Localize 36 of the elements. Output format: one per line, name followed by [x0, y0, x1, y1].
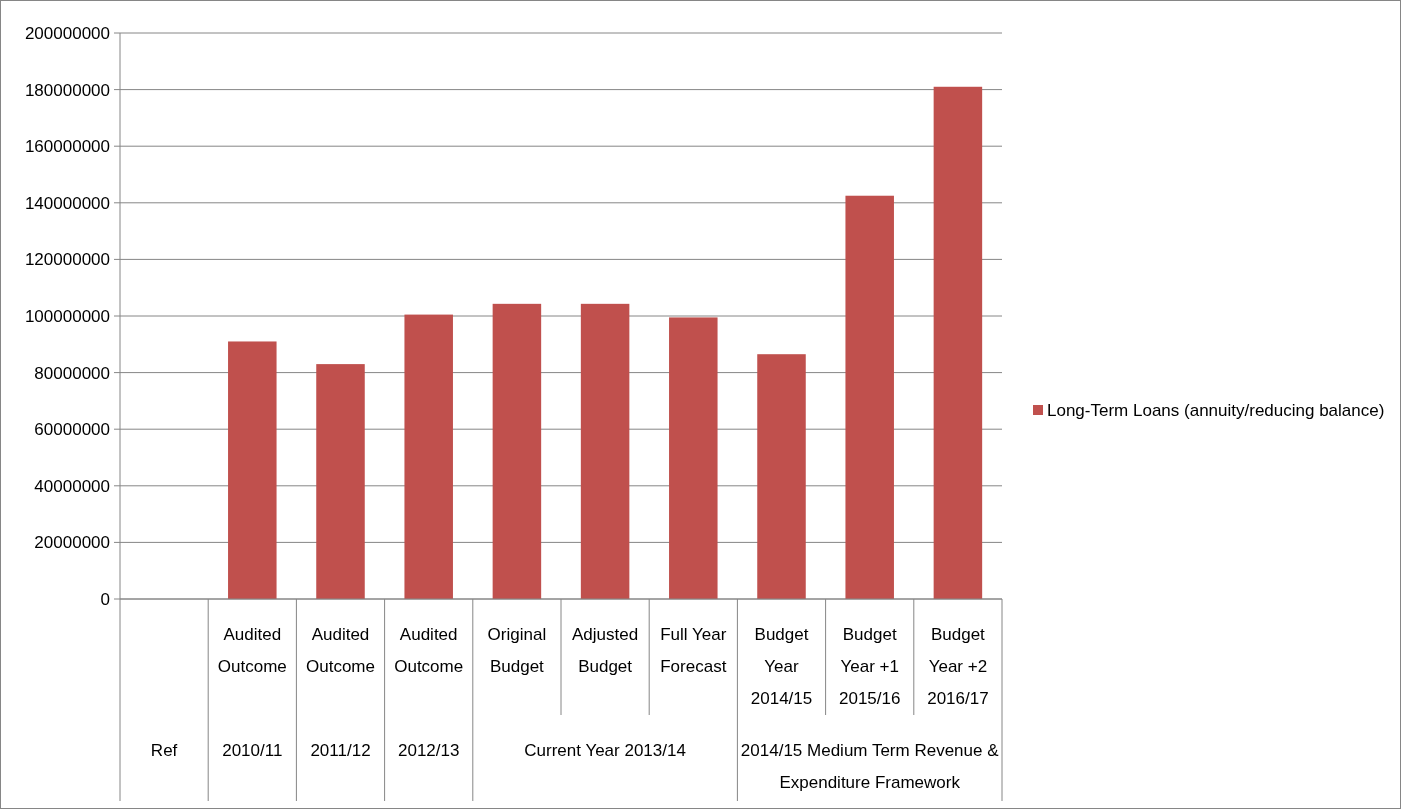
bar: [580, 303, 630, 599]
y-tick-label: 0: [100, 589, 110, 609]
bar: [404, 314, 453, 599]
bar: [757, 354, 806, 599]
y-tick-label: 140000000: [24, 193, 110, 213]
bar: [933, 86, 983, 599]
text: 2010/11: [222, 741, 283, 760]
text: 2011/12: [310, 741, 371, 760]
text: 2014/15 Medium Term Revenue & Expenditure Framework: [740, 741, 1000, 792]
text: Current Year 2013/14: [524, 741, 686, 760]
legend-label: Long-Term Loans (annuity/reducing balance): [1047, 400, 1385, 420]
y-tick-label: 100000000: [24, 306, 110, 326]
bar: [669, 317, 718, 599]
y-tick-label: 160000000: [24, 137, 110, 157]
bar: [492, 303, 542, 599]
x-tick-label: Budget Year +1 2015/16: [838, 625, 901, 708]
x-tick-label: Adjusted Budget: [572, 625, 639, 676]
y-tick-label: 40000000: [34, 476, 110, 496]
x-tick-label: Original Budget: [487, 625, 547, 676]
y-tick-label: 60000000: [34, 420, 110, 440]
bar: [845, 195, 894, 599]
y-tick-label: 200000000: [24, 23, 110, 43]
x-tick-label: Audited Outcome: [394, 625, 464, 676]
y-tick-label: 80000000: [34, 363, 110, 383]
x-tick-label: Audited Outcome: [306, 625, 375, 676]
x-tick-label: Audited Outcome: [217, 625, 287, 676]
x-tick-label: Budget Year +2 2016/17: [927, 625, 989, 708]
y-tick-label: 20000000: [34, 533, 110, 553]
bar: [228, 341, 277, 599]
y-tick-label: 120000000: [24, 250, 110, 270]
x-tick-label: Full Year Forecast: [660, 625, 727, 676]
x-tick-label: Budget Year 2014/15: [750, 625, 813, 708]
y-tick-label: 180000000: [24, 80, 110, 100]
text: 2012/13: [397, 741, 460, 760]
bar: [316, 364, 365, 599]
text: Ref: [150, 741, 178, 760]
